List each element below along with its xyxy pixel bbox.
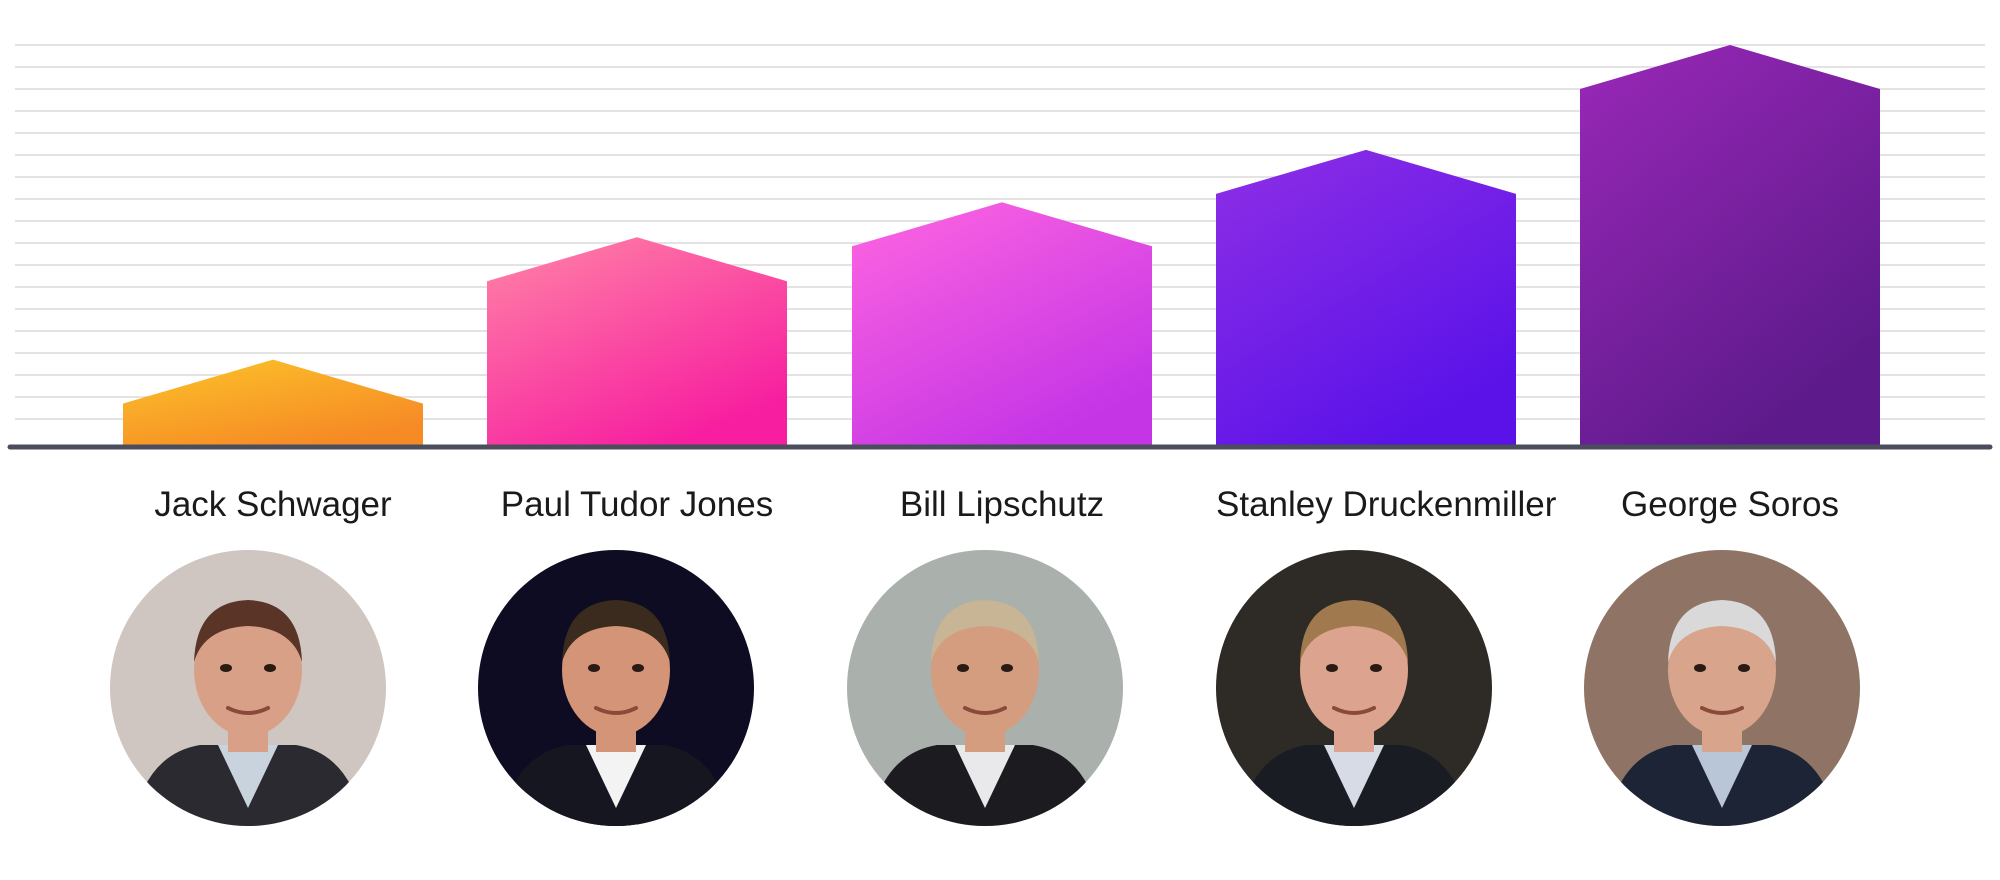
bar-george-soros xyxy=(1580,45,1880,447)
tick-label-jack-schwager: Jack Schwager xyxy=(154,485,392,524)
bar-jack-schwager xyxy=(123,359,423,447)
person-photo-icon xyxy=(1584,550,1860,826)
person-photo-icon xyxy=(847,550,1123,826)
bar-paul-tudor-jones xyxy=(487,237,787,447)
bar-bill-lipschutz xyxy=(852,202,1152,447)
portrait-paul-tudor-jones xyxy=(478,550,754,826)
person-photo-icon xyxy=(1216,550,1492,826)
bars xyxy=(123,45,1880,447)
portrait-george-soros xyxy=(1584,550,1860,826)
tick-label-paul-tudor-jones: Paul Tudor Jones xyxy=(500,485,774,524)
portrait-jack-schwager xyxy=(110,550,386,826)
tick-label-bill-lipschutz: Bill Lipschutz xyxy=(899,485,1105,524)
person-photo-icon xyxy=(110,550,386,826)
tick-label-stanley-druckenmiller: Stanley Druckenmiller xyxy=(1216,485,1557,524)
tick-label-george-soros: George Soros xyxy=(1621,485,1839,524)
portrait-stanley-druckenmiller xyxy=(1216,550,1492,826)
portrait-bill-lipschutz xyxy=(847,550,1123,826)
person-photo-icon xyxy=(478,550,754,826)
bar-stanley-druckenmiller xyxy=(1216,149,1516,447)
